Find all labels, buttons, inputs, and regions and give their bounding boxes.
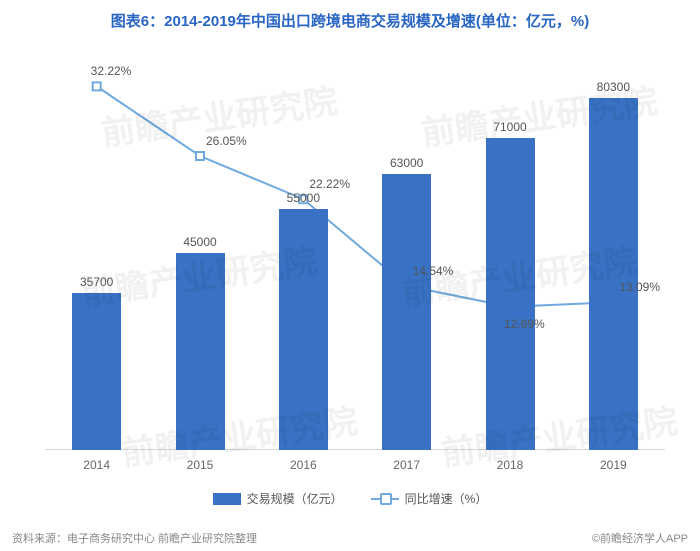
x-category-label: 2015 (160, 458, 240, 472)
line-value-label: 26.05% (206, 134, 247, 148)
line-value-label: 32.22% (91, 64, 132, 78)
bar (72, 293, 121, 450)
bar (589, 98, 638, 450)
line-marker (93, 82, 101, 90)
footer-source: 资料来源：电子商务研究中心 前瞻产业研究院整理 (12, 530, 257, 546)
chart-legend: 交易规模（亿元） 同比增速（%） (0, 490, 700, 507)
legend-swatch-bar (213, 493, 241, 505)
x-category-label: 2016 (263, 458, 343, 472)
bar-value-label: 80300 (573, 80, 653, 94)
x-category-label: 2018 (470, 458, 550, 472)
line-marker (196, 152, 204, 160)
bar (176, 253, 225, 451)
legend-bar-label: 交易规模（亿元） (247, 490, 343, 507)
bar (486, 138, 535, 450)
x-axis-baseline (45, 449, 665, 450)
bar-value-label: 55000 (263, 191, 343, 205)
bar-value-label: 45000 (160, 235, 240, 249)
chart-plot-area: 3570020144500020155500020166300020177100… (45, 55, 665, 450)
line-value-label: 12.69% (504, 317, 545, 331)
footer-copyright: ©前瞻经济学人APP (592, 530, 688, 546)
chart-title: 图表6：2014-2019年中国出口跨境电商交易规模及增速(单位：亿元，%) (0, 0, 700, 31)
x-category-label: 2017 (367, 458, 447, 472)
legend-item-bar: 交易规模（亿元） (213, 490, 343, 507)
line-value-label: 14.54% (413, 264, 454, 278)
x-category-label: 2019 (573, 458, 653, 472)
line-value-label: 13.09% (619, 280, 660, 294)
legend-swatch-line (371, 498, 399, 500)
line-value-label: 22.22% (309, 177, 350, 191)
bar-value-label: 35700 (57, 275, 137, 289)
bar-value-label: 63000 (367, 156, 447, 170)
bar (382, 174, 431, 451)
bar-value-label: 71000 (470, 120, 550, 134)
line-svg (45, 55, 665, 450)
x-category-label: 2014 (57, 458, 137, 472)
legend-line-label: 同比增速（%） (405, 490, 488, 507)
bar (279, 209, 328, 450)
legend-item-line: 同比增速（%） (371, 490, 488, 507)
